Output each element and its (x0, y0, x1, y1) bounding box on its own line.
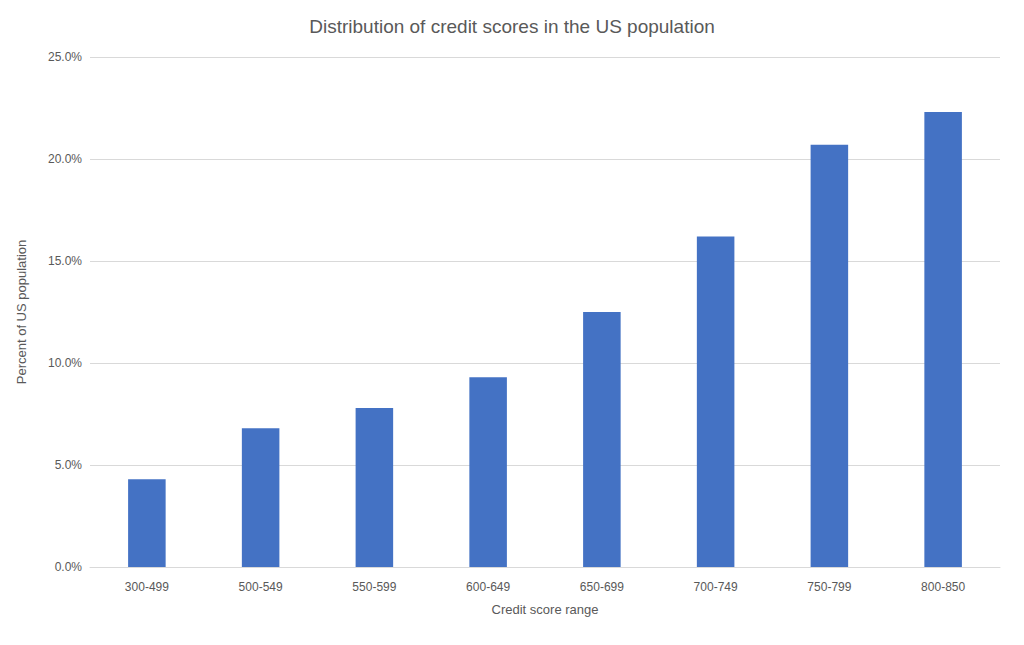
svg-text:300-499: 300-499 (125, 580, 169, 594)
svg-text:0.0%: 0.0% (55, 560, 83, 574)
svg-text:10.0%: 10.0% (48, 356, 82, 370)
svg-text:500-549: 500-549 (239, 580, 283, 594)
svg-text:20.0%: 20.0% (48, 152, 82, 166)
svg-text:Credit score range: Credit score range (492, 602, 599, 617)
svg-text:5.0%: 5.0% (55, 458, 83, 472)
svg-text:800-850: 800-850 (921, 580, 965, 594)
svg-text:600-649: 600-649 (466, 580, 510, 594)
svg-text:25.0%: 25.0% (48, 50, 82, 64)
svg-text:Distribution of credit scores: Distribution of credit scores in the US … (309, 16, 715, 37)
svg-text:750-799: 750-799 (807, 580, 851, 594)
svg-text:550-599: 550-599 (352, 580, 396, 594)
svg-text:15.0%: 15.0% (48, 254, 82, 268)
svg-text:700-749: 700-749 (694, 580, 738, 594)
svg-text:Percent of US population: Percent of US population (14, 240, 29, 385)
svg-text:650-699: 650-699 (580, 580, 624, 594)
